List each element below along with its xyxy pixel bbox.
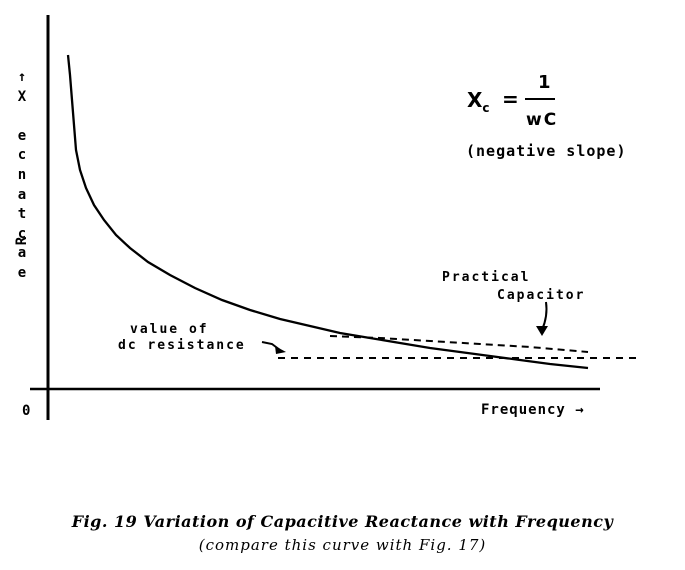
practical-capacitor-label-line2: Capacitor	[497, 288, 586, 303]
figure-caption: Fig. 19 Variation of Capacitive Reactanc…	[71, 512, 614, 531]
practical-arrowhead-icon	[536, 326, 548, 336]
formula-denominator: wC	[526, 110, 559, 130]
x-axis-label: Frequency →	[481, 402, 585, 418]
dc-resistance-label-line1: value of	[130, 322, 209, 337]
formula-equals: =	[502, 87, 519, 111]
practical-capacitor-label-line1: Practical	[442, 270, 531, 285]
figure-caption-note: (compare this curve with Fig. 17)	[198, 536, 487, 554]
y-axis-label: ↑ X e c n a t c a e	[17, 69, 27, 281]
reactance-curve	[66, 54, 589, 370]
dc-resistance-label-line2: dc resistance	[118, 338, 246, 353]
formula-fraction-bar	[525, 98, 555, 100]
formula-lhs: Xc	[467, 88, 490, 115]
origin-label: 0	[22, 403, 31, 419]
formula-numerator: 1	[538, 72, 551, 93]
practical-capacitor-line	[329, 335, 589, 353]
y-axis-label-r: R	[14, 236, 30, 246]
formula-note: (negative slope)	[466, 142, 627, 160]
dc-arrowhead-icon	[275, 346, 286, 354]
practical-arrow	[541, 301, 548, 331]
